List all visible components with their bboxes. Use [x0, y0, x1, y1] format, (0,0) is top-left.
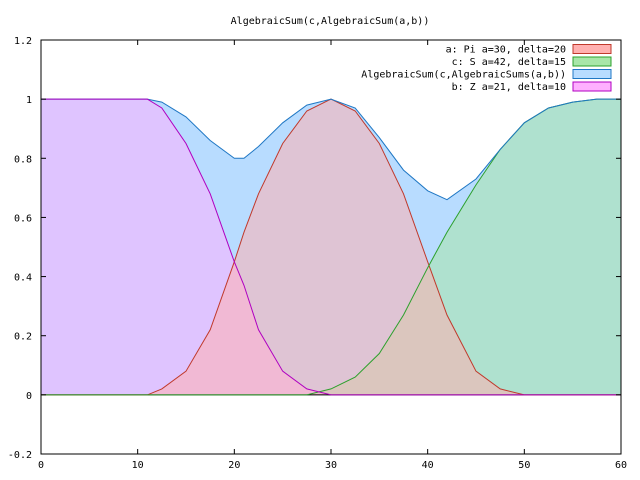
x-tick-label: 10	[132, 460, 144, 471]
y-tick-label: 1	[26, 95, 32, 106]
legend-swatch	[572, 81, 612, 92]
legend-label: AlgebraicSum(c,AlgebraicSums(a,b))	[361, 70, 566, 81]
series-fill-b-z-a-21-delta-10	[41, 99, 621, 395]
legend-swatch	[572, 69, 612, 79]
legend-item-b-z-a-21-delta-10: b: Z a=21, delta=10	[452, 81, 612, 93]
chart-title: AlgebraicSum(c,AlgebraicSum(a,b))	[231, 16, 430, 27]
y-tick-label: -0.2	[8, 450, 32, 461]
legend-item-algebraicsum-c-algebraicsums-a-b: AlgebraicSum(c,AlgebraicSums(a,b))	[361, 69, 612, 81]
legend-label: c: S a=42, delta=15	[452, 57, 566, 68]
series-fill-c-s-a-42-delta-15	[41, 99, 621, 395]
series-fills	[41, 99, 621, 395]
x-tick-label: 40	[422, 460, 434, 471]
legend-item-a-pi-a-30-delta-20: a: Pi a=30, delta=20	[446, 44, 612, 56]
x-tick-label: 0	[38, 460, 44, 471]
legend-swatch	[572, 56, 612, 67]
legend-item-c-s-a-42-delta-15: c: S a=42, delta=15	[452, 56, 612, 68]
y-tick-label: 0	[26, 391, 32, 402]
y-tick-label: 0.2	[14, 332, 32, 343]
series-fill-a-pi-a-30-delta-20	[41, 99, 621, 395]
y-tick-label: 0.8	[14, 154, 32, 165]
x-axis: 0 10 20 30 40 50 60	[38, 40, 627, 471]
legend-label: b: Z a=21, delta=10	[452, 82, 566, 93]
series-line-b-z-a-21-delta-10	[41, 98, 621, 396]
legend-label: a: Pi a=30, delta=20	[446, 45, 566, 56]
x-tick-label: 50	[518, 460, 530, 471]
y-tick-label: 0.4	[14, 273, 32, 284]
y-tick-label: 0.6	[14, 213, 32, 224]
series-lines	[41, 98, 621, 396]
x-tick-label: 20	[228, 460, 240, 471]
x-tick-label: 30	[325, 460, 337, 471]
legend: a: Pi a=30, delta=20c: S a=42, delta=15 A…	[361, 44, 612, 93]
y-tick-label: 1.2	[14, 36, 32, 47]
legend-swatch	[572, 44, 612, 54]
x-tick-label: 60	[615, 460, 627, 471]
y-axis: -0.2 0 0.2 0.4 0.6 0.8 1 1.2	[8, 36, 621, 461]
